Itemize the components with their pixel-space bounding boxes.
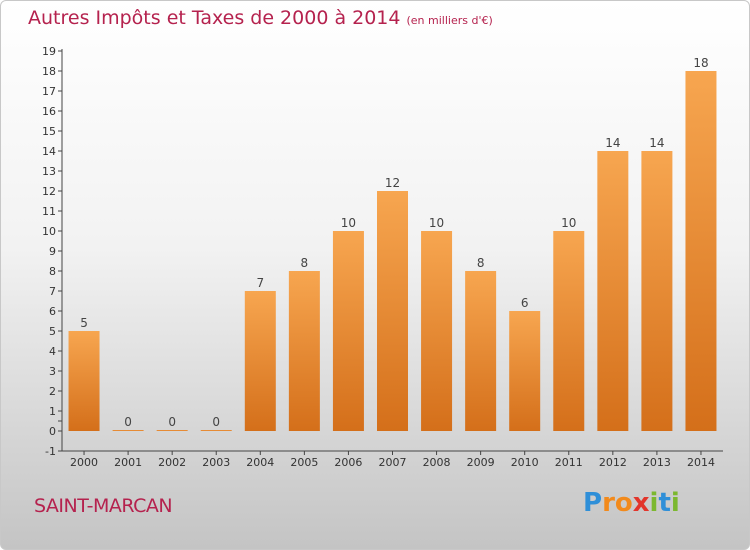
proxiti-logo: Proxiti xyxy=(583,488,680,518)
data-label: 12 xyxy=(385,176,400,190)
bar xyxy=(509,311,541,431)
y-tick-label: 14 xyxy=(42,145,56,158)
y-tick-label: 12 xyxy=(42,185,56,198)
x-tick-label: 2005 xyxy=(290,456,318,469)
y-tick-label: 13 xyxy=(42,165,56,178)
x-tick-label: 2000 xyxy=(70,456,98,469)
y-tick-label: 8 xyxy=(49,265,56,278)
data-label: 10 xyxy=(561,216,576,230)
y-tick-label: 9 xyxy=(49,245,56,258)
x-tick-label: 2001 xyxy=(114,456,142,469)
logo-letter: t xyxy=(658,488,671,518)
data-label: 7 xyxy=(256,276,264,290)
bar xyxy=(68,331,100,431)
data-label: 0 xyxy=(212,415,220,429)
x-tick-label: 2009 xyxy=(467,456,495,469)
bar xyxy=(641,151,673,431)
logo-letter: x xyxy=(632,488,650,518)
x-tick-label: 2008 xyxy=(423,456,451,469)
y-tick-label: 7 xyxy=(49,285,56,298)
x-tick-label: 2010 xyxy=(511,456,539,469)
bar xyxy=(597,151,629,431)
y-tick-label: 6 xyxy=(49,305,56,318)
bar xyxy=(377,191,408,431)
bar xyxy=(288,271,320,431)
x-tick-label: 2002 xyxy=(158,456,186,469)
x-tick-label: 2014 xyxy=(687,456,715,469)
y-tick-label: 16 xyxy=(42,105,56,118)
x-tick-label: 2007 xyxy=(379,456,407,469)
bar xyxy=(200,430,232,431)
y-tick-label: 3 xyxy=(49,365,56,378)
bar xyxy=(421,231,453,431)
y-tick-label: 10 xyxy=(42,225,56,238)
data-label: 5 xyxy=(80,316,88,330)
town-name: SAINT-MARCAN xyxy=(34,495,173,517)
bar xyxy=(685,71,717,431)
x-tick-label: 2011 xyxy=(555,456,583,469)
y-tick-label: 18 xyxy=(42,65,56,78)
bar xyxy=(112,430,144,431)
y-tick-label: 11 xyxy=(42,205,56,218)
bar xyxy=(244,291,276,431)
data-label: 18 xyxy=(693,56,708,70)
y-tick-label: 2 xyxy=(49,385,56,398)
y-tick-label: 0 xyxy=(49,425,56,438)
data-label: 14 xyxy=(649,136,664,150)
x-tick-label: 2004 xyxy=(246,456,274,469)
data-label: 0 xyxy=(124,415,132,429)
data-label: 10 xyxy=(429,216,444,230)
y-tick-label: -1 xyxy=(45,445,56,458)
data-label: 8 xyxy=(477,256,485,270)
logo-letter: r xyxy=(602,488,615,518)
y-tick-label: 5 xyxy=(49,325,56,338)
x-tick-label: 2013 xyxy=(643,456,671,469)
chart-title-text: Autres Impôts et Taxes de 2000 à 2014 xyxy=(28,7,401,29)
y-tick-label: 15 xyxy=(42,125,56,138)
data-label: 14 xyxy=(605,136,620,150)
data-label: 10 xyxy=(341,216,356,230)
x-tick-label: 2012 xyxy=(599,456,627,469)
y-tick-label: 4 xyxy=(49,345,56,358)
data-label: 0 xyxy=(168,415,176,429)
x-tick-label: 2003 xyxy=(202,456,230,469)
y-tick-label: 1 xyxy=(49,405,56,418)
y-tick-label: 19 xyxy=(42,45,56,58)
logo-letter: i xyxy=(649,488,659,518)
bar xyxy=(332,231,364,431)
bar xyxy=(156,430,188,431)
logo-letter: i xyxy=(670,488,680,518)
y-tick-label: 17 xyxy=(42,85,56,98)
chart-title: Autres Impôts et Taxes de 2000 à 2014 (en… xyxy=(28,7,493,29)
data-label: 8 xyxy=(301,256,309,270)
logo-letter: P xyxy=(583,488,603,518)
chart-unit: (en milliers d'€) xyxy=(406,14,493,27)
x-tick-label: 2006 xyxy=(334,456,362,469)
data-label: 6 xyxy=(521,296,529,310)
bar xyxy=(465,271,497,431)
bar xyxy=(553,231,585,431)
logo-letter: o xyxy=(614,488,633,518)
